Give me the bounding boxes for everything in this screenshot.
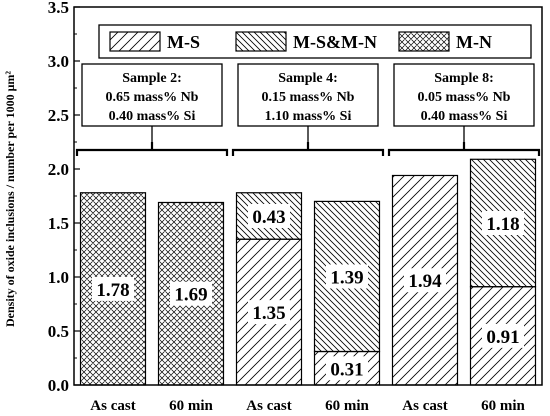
data-label-background (482, 323, 524, 348)
x-tick-label: As cast (402, 398, 447, 414)
group-bracket (387, 142, 541, 156)
data-labels: 1.78 1.69 1.35 0.43 0.31 1.39 1.94 0.91 1.18 (92, 203, 524, 381)
legend-label: M-S (167, 32, 200, 52)
y-tick-label: 0.5 (48, 322, 69, 341)
y-tick-label: 2.5 (48, 106, 69, 125)
sample-annotation-text: 0.15 mass% Nb (262, 90, 355, 105)
sample-annotation-text: 0.40 mass% Si (109, 109, 196, 124)
sample-annotation-text: Sample 8: (434, 71, 494, 86)
y-tick-label: 1.5 (48, 214, 69, 233)
data-label: 0.43 (252, 207, 285, 228)
data-label: 1.69 (174, 285, 207, 306)
y-axis-label: Density of oxide inclusions / number per… (3, 71, 17, 327)
y-tick-label: 3.0 (48, 52, 69, 71)
legend-box (98, 24, 532, 59)
legend-swatch (398, 31, 450, 52)
sample-annotation-text: Sample 4: (278, 71, 338, 86)
data-label: 0.31 (330, 359, 363, 380)
sample-annotation-text: Sample 2: (122, 71, 182, 86)
data-label-background (404, 268, 446, 293)
plot-frame (73, 6, 543, 386)
legend-swatch (109, 31, 161, 52)
x-tick-label: As cast (246, 398, 291, 414)
sample-annotation-box (237, 63, 379, 127)
sample-annotation-text: 0.05 mass% Nb (418, 90, 511, 105)
y-tick-label: 2.0 (48, 160, 69, 179)
legend-label: M-N (456, 32, 492, 52)
x-axis-tick-labels: As cast 60 min As cast 60 min As cast 60 min (90, 398, 525, 414)
legend-label: M-S&M-N (293, 32, 377, 52)
data-label: 1.18 (486, 214, 519, 235)
sample-annotation-text: 1.10 mass% Si (265, 109, 352, 124)
group-bracket (75, 142, 229, 156)
data-label-background (248, 203, 290, 228)
sample-annotation-box (81, 63, 223, 127)
y-axis-ticks: 0.0 0.5 1.0 1.5 2.0 2.5 3.0 3.5 (48, 0, 80, 395)
x-tick-label: 60 min (169, 398, 213, 414)
data-label-background (482, 211, 524, 235)
data-label: 1.78 (96, 280, 129, 301)
legend: M-S M-S&M-N M-N (98, 24, 532, 59)
data-label-background (326, 356, 368, 381)
data-label-background (248, 300, 290, 325)
data-label-background (326, 264, 368, 289)
y-tick-label: 1.0 (48, 268, 69, 287)
y-tick-label: 3.5 (48, 0, 69, 17)
x-tick-label: 60 min (325, 398, 369, 414)
x-tick-label: As cast (90, 398, 135, 414)
x-tick-label: 60 min (481, 398, 525, 414)
group-bracket (231, 142, 385, 156)
sample-annotations: Sample 2: 0.65 mass% Nb 0.40 mass% Si Sampl… (75, 63, 541, 156)
data-label: 1.94 (408, 271, 442, 292)
y-tick-label: 0.0 (48, 376, 69, 395)
legend-swatch (235, 31, 287, 52)
data-label-background (92, 276, 134, 301)
data-label: 1.39 (330, 267, 363, 288)
sample-annotation-box (393, 63, 535, 127)
data-label-background (170, 281, 212, 306)
sample-annotation-text: 0.65 mass% Nb (106, 90, 199, 105)
bars (79, 158, 537, 386)
sample-annotation-text: 0.40 mass% Si (421, 109, 508, 124)
data-label: 0.91 (486, 327, 519, 348)
data-label: 1.35 (252, 303, 285, 324)
